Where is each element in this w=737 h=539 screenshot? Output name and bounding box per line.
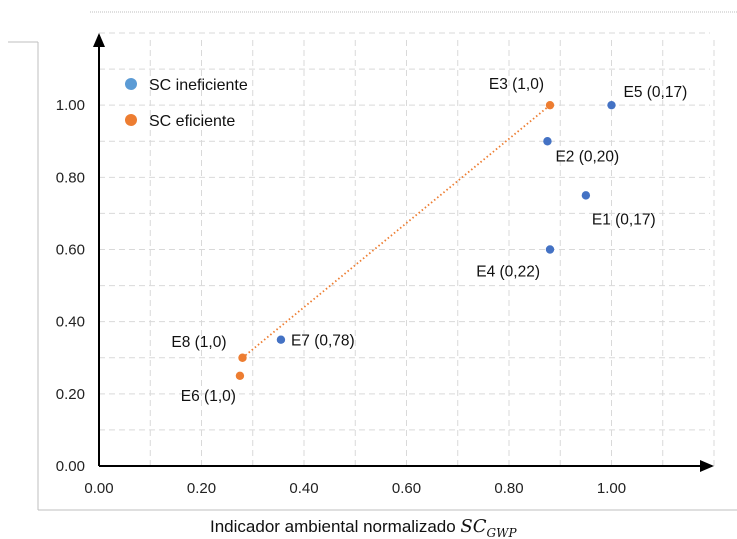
y-tick-labels: 0.00 0.20 0.40 0.60 0.80 1.00 [56, 97, 85, 475]
legend-marker [125, 78, 137, 90]
legend-marker [125, 114, 137, 126]
point-label: E7 (0,78) [291, 333, 355, 350]
y-tick-label: 0.40 [56, 314, 85, 331]
data-point [545, 245, 555, 254]
point-label: E4 (0,22) [476, 264, 540, 281]
frontier-line [241, 104, 551, 359]
x-tick-label: 0.00 [84, 480, 113, 497]
data-points [235, 100, 616, 380]
y-tick-label: 0.20 [56, 386, 85, 403]
axes [93, 33, 714, 472]
x-tick-label: 1.00 [597, 480, 626, 497]
legend-entry: SC ineficiente [149, 77, 248, 94]
point-label: E8 (1,0) [171, 334, 226, 351]
data-point [581, 191, 591, 200]
grid-lines [99, 32, 715, 466]
legend: SC ineficiente SC eficiente [125, 77, 248, 130]
data-point [543, 137, 552, 146]
data-point [607, 100, 616, 110]
x-axis-label-subscript: GWP [487, 526, 518, 539]
legend-entry: SC eficiente [149, 113, 235, 130]
point-labels: E5 (0,17) E2 (0,20) E1 (0,17) E4 (0,22) E7 (… [171, 76, 687, 405]
y-tick-label: 0.80 [56, 169, 85, 186]
x-axis-label-prefix: Indicador ambiental normalizado [210, 517, 460, 536]
data-point [276, 335, 286, 344]
y-tick-label: 0.00 [56, 458, 85, 475]
frontier-line-segment [241, 104, 551, 359]
point-label: E3 (1,0) [489, 76, 544, 93]
x-tick-label: 0.20 [187, 480, 216, 497]
x-tick-label: 0.60 [392, 480, 421, 497]
y-axis-arrow [93, 33, 105, 47]
point-label: E2 (0,20) [555, 148, 619, 165]
point-label: E1 (0,17) [592, 211, 656, 228]
x-axis-label: Indicador ambiental normalizado SCGWP [210, 516, 517, 539]
data-point [235, 371, 245, 380]
x-tick-label: 0.40 [289, 480, 318, 497]
x-axis-label-symbol: SC [460, 516, 486, 537]
point-label: E6 (1,0) [181, 388, 236, 405]
point-label: E5 (0,17) [624, 84, 688, 101]
data-point [545, 100, 555, 110]
x-axis-arrow [700, 460, 714, 472]
y-tick-label: 1.00 [56, 97, 85, 114]
y-tick-label: 0.60 [56, 242, 85, 259]
x-tick-label: 0.80 [494, 480, 523, 497]
x-tick-labels: 0.00 0.20 0.40 0.60 0.80 1.00 [84, 480, 626, 497]
data-point [238, 353, 247, 362]
